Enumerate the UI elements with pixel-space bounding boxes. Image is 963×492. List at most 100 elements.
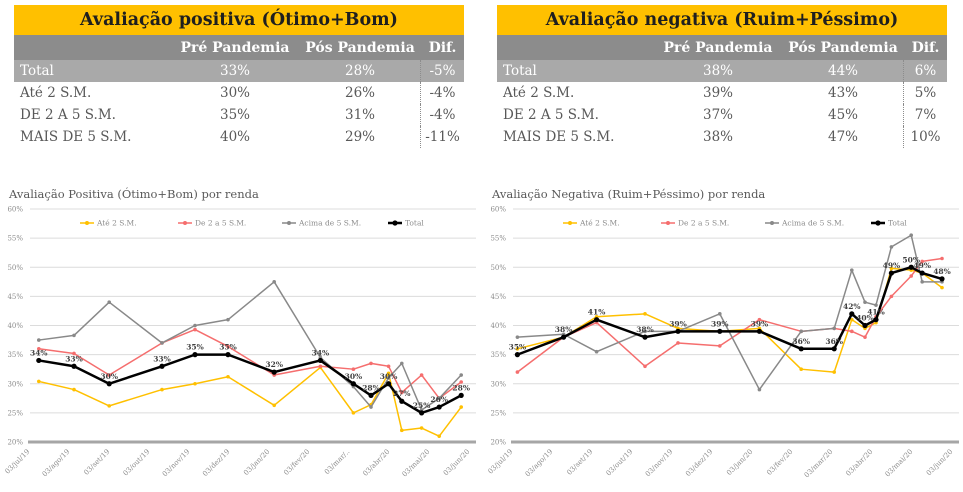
x-axis-tick-label: 03/abr/20 xyxy=(361,448,391,478)
x-axis-tick-label: 03/jan/20 xyxy=(242,448,271,477)
data-point-marker xyxy=(399,398,405,404)
data-point-label: 39% xyxy=(669,319,687,328)
pos-pandemia-value: 45% xyxy=(827,107,858,123)
data-point-marker xyxy=(36,357,42,364)
row-label: MAIS DE 5 S.M. xyxy=(20,129,132,145)
data-point-marker xyxy=(908,264,914,270)
data-point-marker xyxy=(717,328,723,334)
data-point-marker xyxy=(386,376,391,380)
data-point-marker xyxy=(832,326,836,331)
legend-marker xyxy=(568,221,572,225)
header-pos-pandemia: Pós Pandemia xyxy=(788,39,898,56)
pos-pandemia-value: 43% xyxy=(827,85,858,101)
negative-table-title: Avaliação negativa (Ruim+Péssimo) xyxy=(497,5,947,35)
data-point-marker xyxy=(643,364,647,369)
data-point-label: 40% xyxy=(856,314,874,323)
data-point-label: 30% xyxy=(380,372,398,381)
x-axis-tick-label: 03/dez/19 xyxy=(201,448,231,478)
data-point-marker xyxy=(436,404,442,410)
data-point-marker xyxy=(193,381,197,386)
legend-label: Total xyxy=(888,219,907,228)
dif-value: 10% xyxy=(903,126,947,148)
data-point-marker xyxy=(72,351,76,356)
data-point-marker xyxy=(226,317,230,322)
data-point-marker xyxy=(718,344,722,348)
legend-label: Acima de 5 S.M. xyxy=(781,219,844,228)
dif-value: -4% xyxy=(420,82,464,104)
y-axis-tick-label: 20% xyxy=(7,439,23,447)
data-point-marker xyxy=(757,317,762,322)
y-axis-tick-label: 45% xyxy=(490,293,506,301)
positive-line-chart: 20% 25% 30% 35% 40% 45% 50% 55% 60% 03/jul/19 03/a… xyxy=(4,187,476,479)
data-point-marker xyxy=(459,405,464,409)
data-point-label: 42% xyxy=(843,302,861,311)
data-point-marker xyxy=(643,312,647,316)
data-point-marker xyxy=(849,311,855,317)
data-point-marker xyxy=(437,434,442,438)
negative-line-chart: 20% 25% 30% 35% 40% 45% 50% 55% 60% 03/jul/19 03/a… xyxy=(487,187,959,479)
data-point-marker xyxy=(351,367,356,371)
data-point-marker xyxy=(159,363,165,369)
data-point-marker xyxy=(909,233,913,238)
data-point-label: 28% xyxy=(362,383,380,392)
data-point-marker xyxy=(317,357,323,364)
data-point-label: 38% xyxy=(636,325,654,334)
data-point-marker xyxy=(437,396,442,401)
table-row: Até 2 S.M. 30% 26% -4% xyxy=(14,82,464,104)
y-axis-tick-label: 35% xyxy=(7,351,23,359)
legend-label: De 2 a 5 S.M. xyxy=(678,219,729,228)
dif-value: -5% xyxy=(420,60,464,82)
legend-label: Acima de 5 S.M. xyxy=(298,219,361,228)
table-row: DE 2 A 5 S.M. 37% 45% 7% xyxy=(497,104,947,126)
data-point-marker xyxy=(459,373,464,377)
data-point-marker xyxy=(351,411,356,415)
data-point-label: 36% xyxy=(825,337,843,346)
x-axis-tick-label: 03/fev/20 xyxy=(765,448,794,477)
dif-value: -11% xyxy=(420,126,464,148)
pre-pandemia-value: 35% xyxy=(219,107,250,123)
data-point-marker xyxy=(594,349,599,354)
negative-table-header-row: Pré Pandemia Pós Pandemia Dif. xyxy=(497,35,947,60)
data-point-marker xyxy=(272,280,277,284)
data-point-marker xyxy=(400,390,404,395)
data-point-label: 28% xyxy=(452,383,470,392)
data-point-marker xyxy=(386,371,391,376)
data-point-marker xyxy=(643,329,647,334)
table-row: DE 2 A 5 S.M. 35% 31% -4% xyxy=(14,104,464,126)
data-point-marker xyxy=(419,410,425,416)
data-point-marker xyxy=(419,373,424,377)
data-point-label: 48% xyxy=(933,267,951,276)
y-axis-tick-label: 40% xyxy=(490,322,506,330)
data-point-marker xyxy=(37,338,41,342)
data-point-marker xyxy=(369,361,373,366)
x-axis-tick-label: 03/ago/19 xyxy=(524,448,555,479)
data-point-marker xyxy=(798,346,804,352)
data-point-label: 39% xyxy=(711,319,729,328)
y-axis-tick-label: 60% xyxy=(490,206,506,214)
chart-title: Avaliação Negativa (Ruim+Péssimo) por re… xyxy=(491,187,765,201)
x-axis-tick-label: 03/fev/20 xyxy=(282,448,311,477)
data-point-marker xyxy=(369,405,373,409)
pre-pandemia-value: 37% xyxy=(702,107,733,123)
row-label: Até 2 S.M. xyxy=(20,85,92,101)
data-point-marker xyxy=(863,335,867,339)
data-point-marker xyxy=(940,256,944,261)
data-point-marker xyxy=(419,426,424,430)
data-point-marker xyxy=(888,270,894,276)
x-axis-tick-label: 03/mar/.. xyxy=(323,448,351,476)
data-point-marker xyxy=(193,323,197,328)
data-point-marker xyxy=(192,352,198,358)
positive-table-title: Avaliação positiva (Ótimo+Bom) xyxy=(14,5,464,35)
legend-marker xyxy=(392,220,398,226)
data-point-marker xyxy=(514,352,520,358)
data-point-label: 50% xyxy=(902,255,920,264)
data-point-marker xyxy=(368,392,374,398)
x-axis-tick-label: 03/jun/20 xyxy=(442,448,471,477)
data-point-marker xyxy=(642,334,648,340)
data-point-marker xyxy=(756,328,762,334)
data-point-marker xyxy=(863,300,867,304)
pre-pandemia-value: 40% xyxy=(219,129,250,145)
positive-table-header-row: Pré Pandemia Pós Pandemia Dif. xyxy=(14,35,464,60)
y-axis-tick-label: 40% xyxy=(7,322,23,330)
